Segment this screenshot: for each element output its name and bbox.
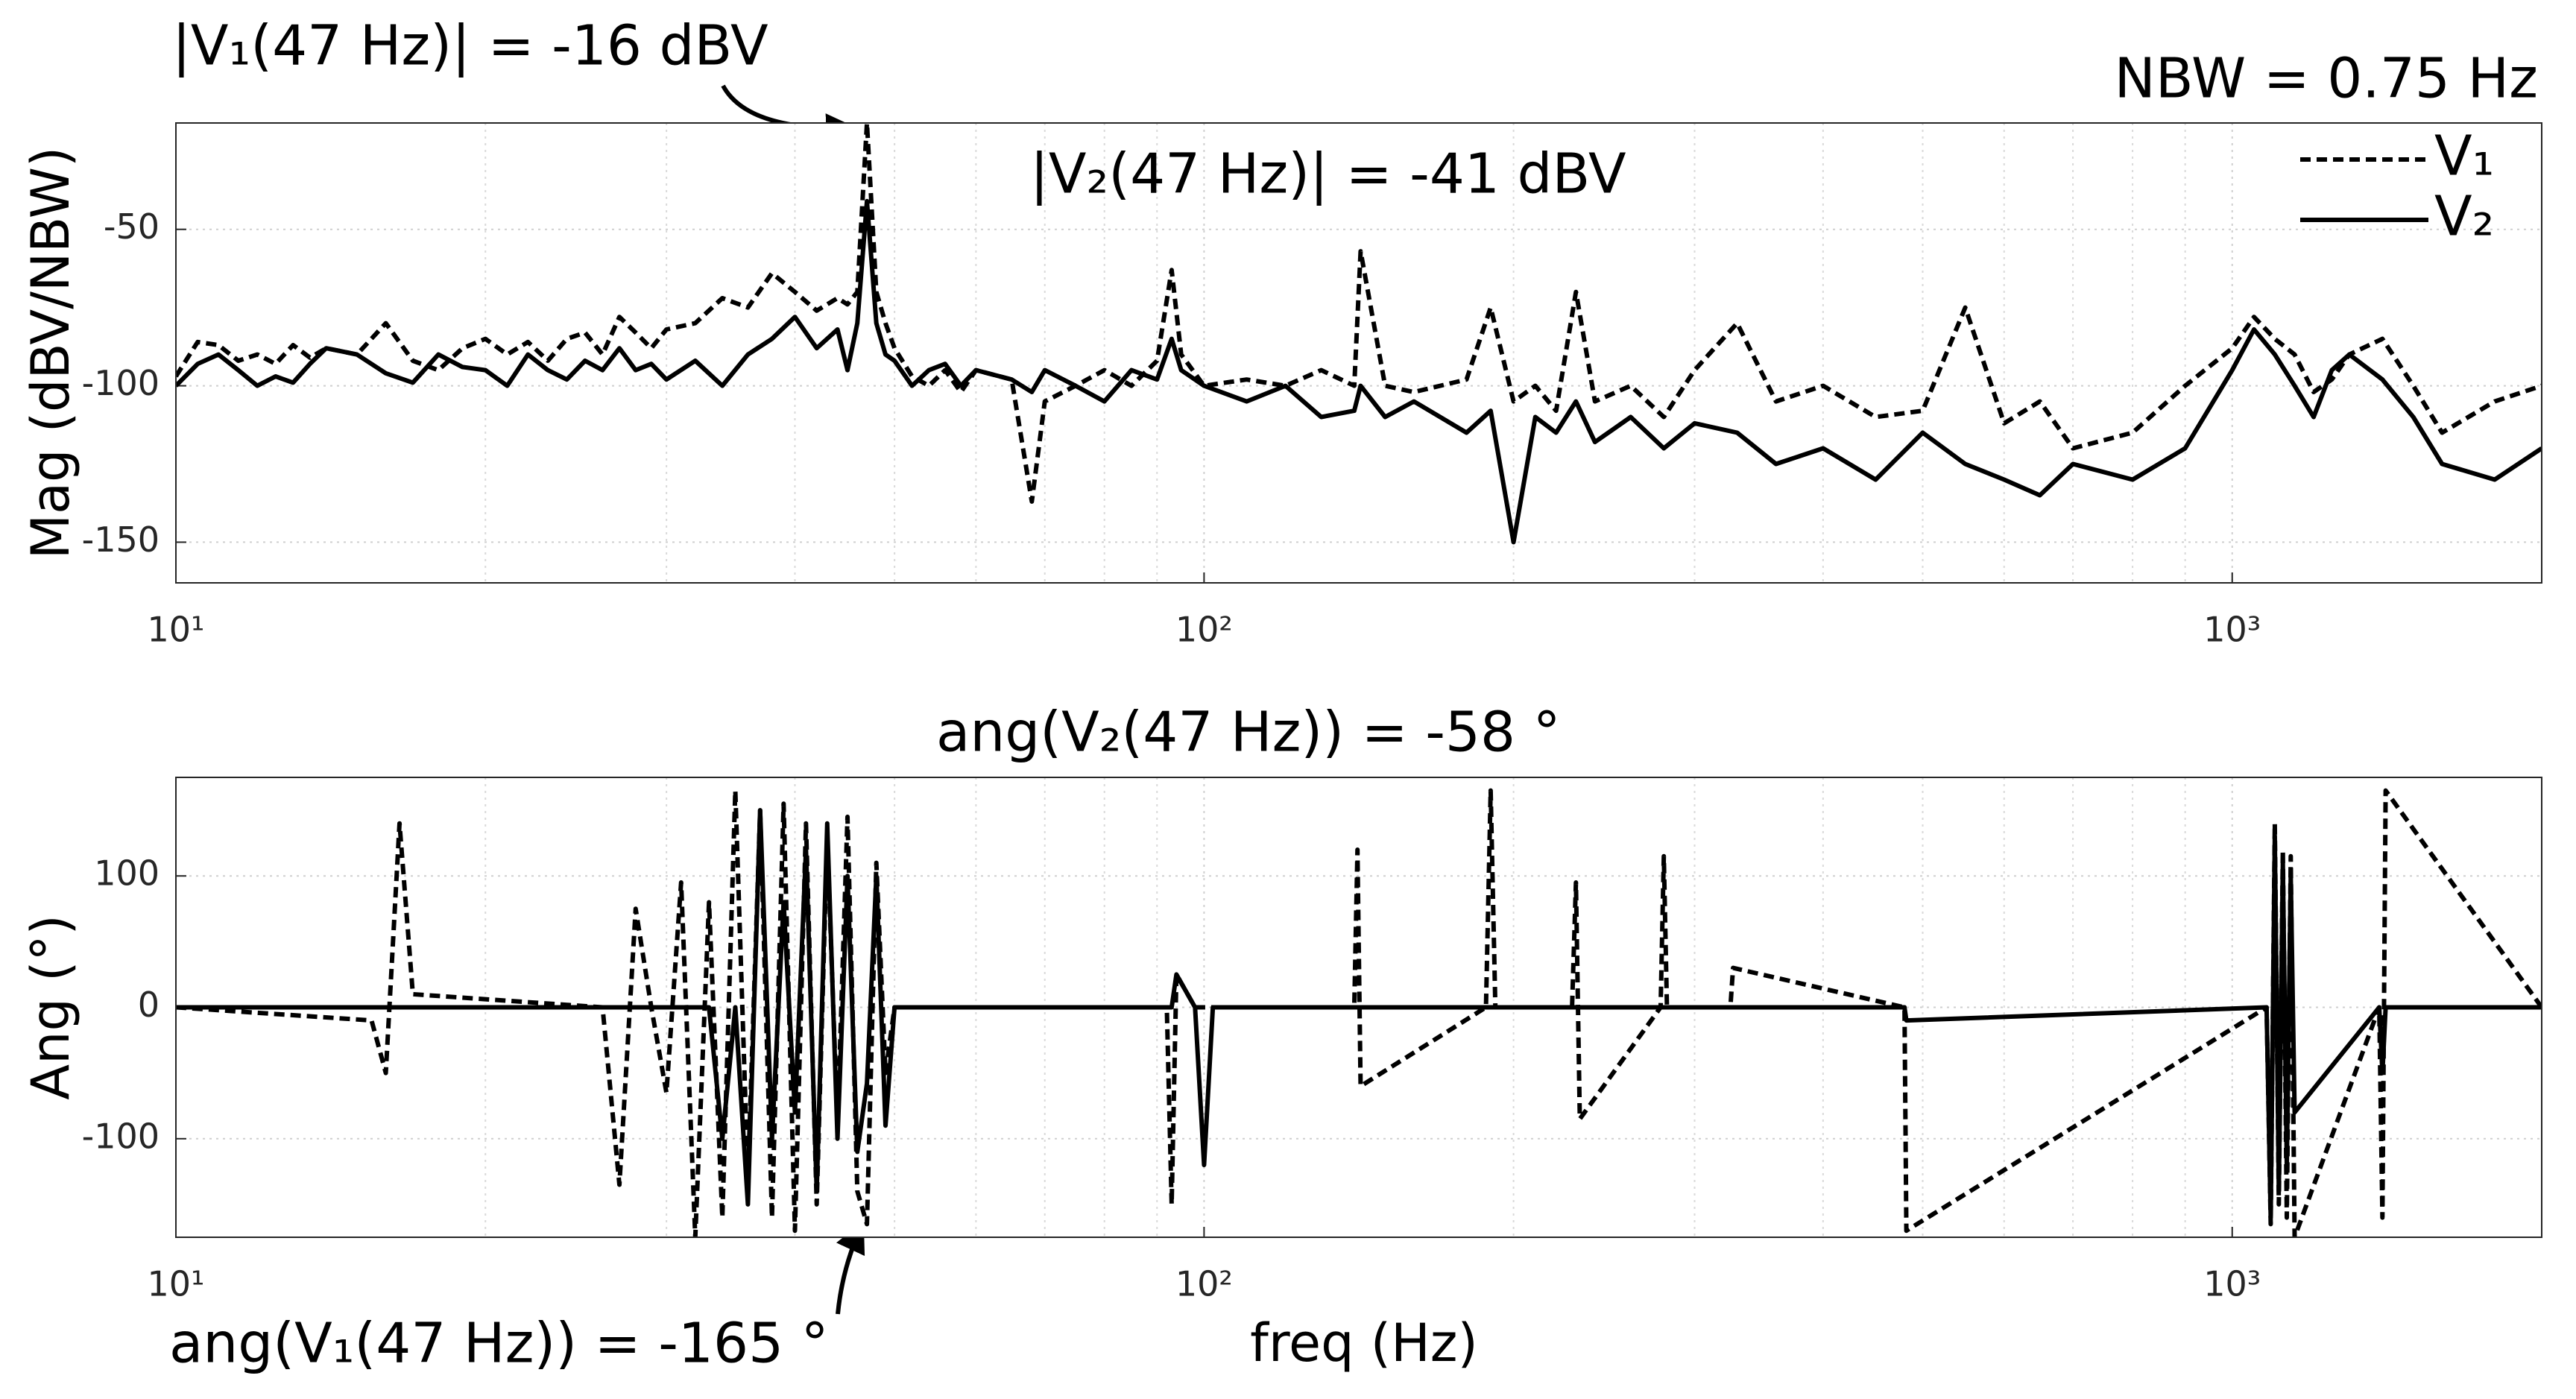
plot-area — [176, 123, 2542, 583]
y-tick-label: -150 — [82, 520, 160, 560]
series-group — [176, 788, 2542, 1237]
x-tick-label: 10¹ — [148, 1264, 205, 1304]
x-tick-label: 10² — [1175, 1264, 1233, 1304]
y-tick-label: 0 — [138, 985, 160, 1025]
y-tick-label: 100 — [94, 853, 160, 894]
x-tick-label: 10³ — [2203, 1264, 2261, 1304]
y-tick-label: -50 — [104, 206, 160, 247]
arrow — [721, 84, 858, 145]
annotation: NBW = 0.75 Hz — [2115, 47, 2538, 111]
legend-label: V₁ — [2434, 124, 2494, 189]
legend-label: V₂ — [2434, 185, 2494, 249]
y-axis-label: Ang (°) — [20, 915, 81, 1100]
x-axis-label: freq (Hz) — [1250, 1313, 1478, 1374]
y-axis-label: Mag (dBV/NBW) — [20, 147, 81, 559]
x-tick-label: 10¹ — [148, 610, 205, 650]
line-series — [176, 198, 2542, 545]
axes-box — [175, 122, 2542, 584]
x-tick-label: 10² — [1175, 610, 1233, 650]
line-series — [176, 808, 2542, 1220]
annotation: |V₂(47 Hz)| = -41 dBV — [1030, 142, 1626, 206]
annotation: ang(V₁(47 Hz)) = -165 ° — [169, 1312, 829, 1376]
y-tick-label: -100 — [82, 1116, 160, 1156]
series-group — [176, 123, 2542, 545]
axes-box — [175, 777, 2542, 1238]
x-tick-label: 10³ — [2203, 610, 2261, 650]
y-tick-label: -100 — [82, 363, 160, 403]
annotation: ang(V₂(47 Hz)) = -58 ° — [936, 701, 1561, 765]
annotation: |V₁(47 Hz)| = -16 dBV — [172, 14, 768, 78]
